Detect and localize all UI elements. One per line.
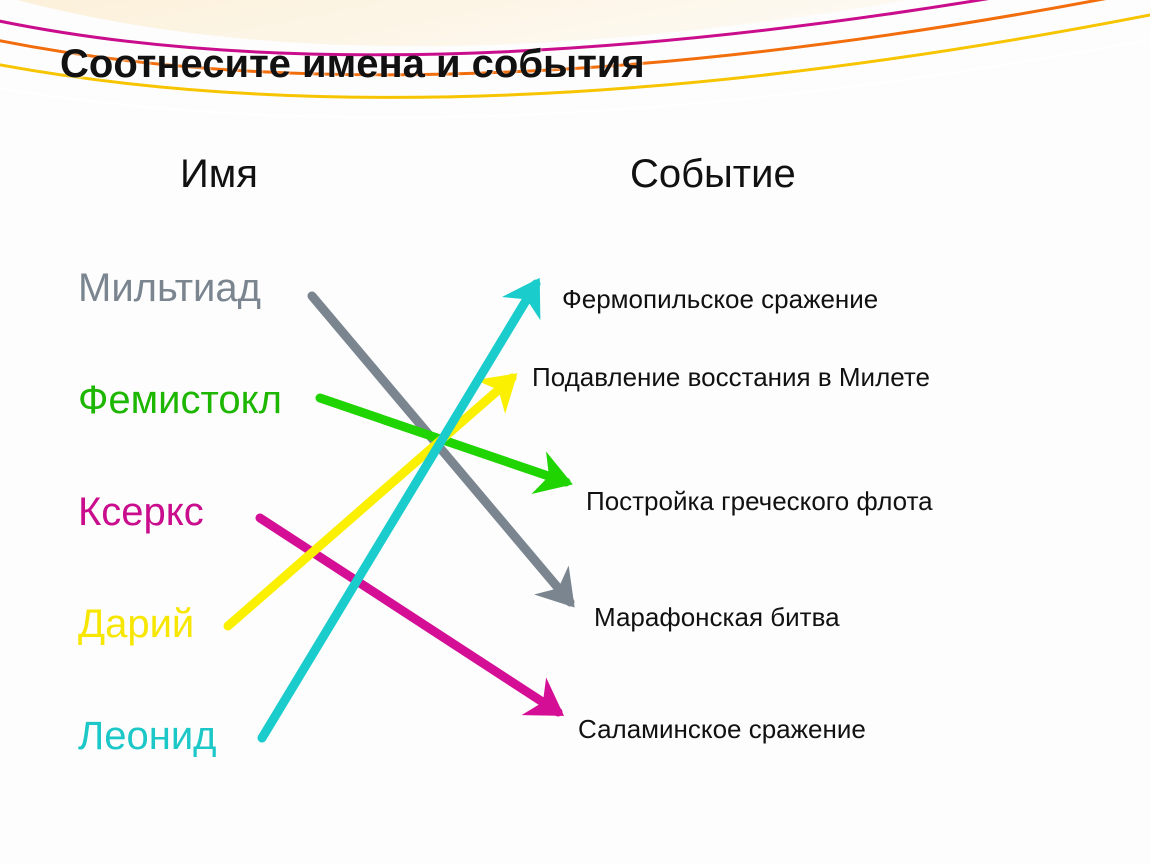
name-item: Мильтиад [78,266,261,311]
event-item: Марафонская битва [594,602,840,633]
event-item: Подавление восстания в Милете [532,362,930,393]
name-item: Фемистокл [78,378,282,423]
column-header-event: Событие [630,152,796,197]
event-item: Фермопильское сражение [562,284,878,315]
event-item: Саламинское сражение [578,714,866,745]
column-header-name: Имя [180,152,258,197]
slide-title: Соотнесите имена и события [60,42,645,87]
name-item: Леонид [78,714,217,759]
match-arrow [320,398,566,482]
name-item: Ксеркс [78,490,204,535]
match-arrow [260,518,558,712]
event-item: Постройка греческого флота [586,486,933,517]
match-arrow [312,296,570,602]
match-arrow [262,284,536,738]
name-item: Дарий [78,602,194,647]
